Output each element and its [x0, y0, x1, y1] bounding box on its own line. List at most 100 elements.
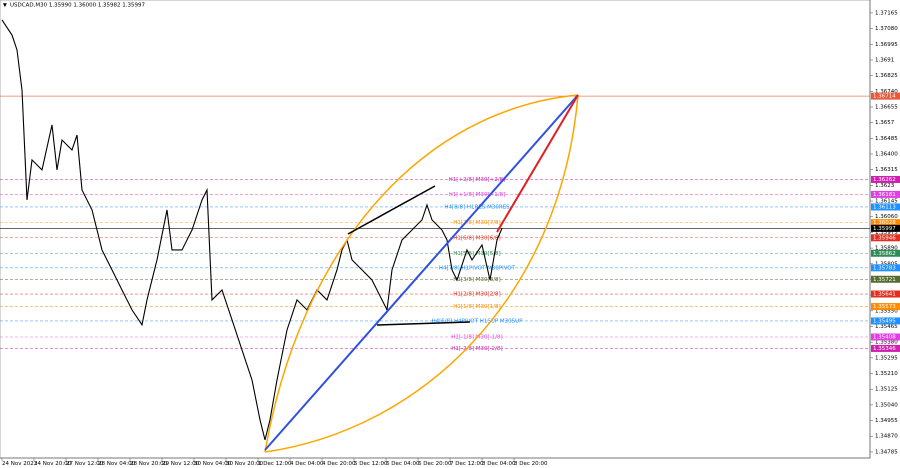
x-tick-label: 30 Nov 20:00	[226, 461, 264, 467]
x-tick-label: 5 Dec 12:00	[354, 461, 388, 467]
trend-line-black	[347, 185, 436, 235]
y-tick-label: 1.3691	[875, 57, 894, 63]
arc-lower	[264, 94, 579, 453]
price-tag	[871, 290, 900, 298]
y-tick-label: 1.35890	[875, 246, 898, 252]
price-tag	[871, 175, 900, 183]
x-tick-label: 24 Nov 2023	[2, 461, 38, 467]
level-label: H1[7/8] M30[7/8]	[453, 220, 500, 226]
y-tick-label: 1.36655	[875, 104, 898, 110]
x-tick-label: 4 Dec 20:00	[322, 461, 356, 467]
level-label: H1[2/8] M30[2/8]	[453, 292, 500, 298]
price-tags: 1.367141.362621.361811.361131.360281.359…	[871, 92, 900, 352]
level-label: H1[+1/8] M30[+1/8]	[449, 192, 506, 198]
drawings	[264, 94, 579, 453]
y-tick-label: 1.34870	[875, 434, 898, 440]
x-tick-label: 28 Nov 04:00	[98, 461, 136, 467]
trend-line-blue	[264, 94, 579, 451]
plot-area	[0, 0, 871, 459]
price-tag-label: 1.35862	[873, 251, 896, 257]
price-tag-label: 1.36113	[873, 204, 896, 210]
x-tick-label: 28 Nov 20:00	[130, 461, 168, 467]
level-label: H4[7/8] H1PIVOT M30PIVOT	[439, 265, 516, 271]
level-label: H1[5/8] M30[5/8]	[453, 251, 500, 257]
price-tag-label: 1.35783	[873, 265, 896, 271]
level-label: H4[8/8] H1RES M30RES	[444, 204, 510, 210]
y-tick-label: 1.3657	[875, 120, 895, 126]
y-tick-label: 1.36485	[875, 136, 898, 142]
x-tick-label: 8 Dec 04:00	[482, 461, 516, 467]
x-tick-label: 4 Dec 04:00	[290, 461, 324, 467]
x-tick-label: 8 Dec 20:00	[514, 461, 548, 467]
y-tick-label: 1.35210	[875, 371, 898, 377]
level-label: H4[6/8] H4PIVOT H1SUP M30SUP	[432, 318, 524, 324]
x-tick-label: 27 Nov 12:00	[66, 461, 104, 467]
x-tick-label: 7 Dec 12:00	[450, 461, 484, 467]
price-tag	[871, 317, 900, 325]
price-tag	[871, 344, 900, 352]
price-tag	[871, 264, 900, 272]
price-tag-label: 1.35573	[873, 304, 896, 310]
price-tag	[871, 234, 900, 242]
price-tag-label: 1.35997	[873, 226, 896, 232]
x-tick-label: 6 Dec 04:00	[386, 461, 420, 467]
x-tick-label: 30 Nov 04:00	[194, 461, 232, 467]
price-tag	[871, 333, 900, 341]
price-line	[1, 19, 503, 441]
price-tag-label: 1.35495	[873, 318, 896, 324]
y-tick-label: 1.36740	[875, 89, 898, 95]
arc-upper	[264, 94, 579, 453]
y-tick-label: 1.36315	[875, 167, 898, 173]
price-tag	[871, 249, 900, 257]
price-tag-label: 1.35721	[873, 277, 896, 283]
chart-title: USDCAD,M30 1.35990 1.36000 1.35982 1.359…	[10, 3, 146, 9]
price-tag	[871, 190, 900, 198]
level-label: H1[1/8] M30[1/8]	[453, 304, 500, 310]
y-tick-label: 1.35380	[875, 340, 898, 346]
price-tag	[871, 224, 900, 232]
y-tick-label: 1.36060	[875, 214, 898, 220]
trend-line-red	[496, 94, 579, 233]
price-tag	[871, 203, 900, 211]
price-tag	[871, 92, 900, 100]
collapse-arrow[interactable]: ▼	[3, 3, 7, 9]
y-tick-label: 1.35975	[875, 230, 898, 236]
trend-line-black	[376, 321, 471, 326]
price-tag-label: 1.35408	[873, 334, 896, 340]
y-tick-label: 1.3623	[875, 183, 895, 189]
y-tick-label: 1.35805	[875, 261, 898, 267]
y-tick-label: 1.36145	[875, 199, 898, 205]
price-tag-label: 1.35346	[873, 346, 896, 352]
price-tag	[871, 303, 900, 311]
y-tick-label: 1.35465	[875, 324, 898, 330]
x-tick-label: 1 Dec 12:00	[258, 461, 292, 467]
y-tick-label: 1.35550	[875, 308, 898, 314]
y-tick-label: 1.35040	[875, 402, 898, 408]
price-tag-label: 1.36714	[873, 94, 896, 100]
y-tick-label: 1.36825	[875, 73, 898, 79]
price-tag-label: 1.35946	[873, 235, 896, 241]
price-tag-label: 1.36262	[873, 177, 896, 183]
price-tag-label: 1.36181	[873, 192, 896, 198]
level-label: H1[-2/8] M30[-2/8]	[451, 346, 502, 352]
y-tick-label: 1.36995	[875, 42, 898, 48]
levels: H1[+2/8] M30[+2/8] H1[+1/8] M30[+1/8] H4[8…	[0, 95, 870, 352]
x-tick-label: 24 Nov 20:00	[34, 461, 72, 467]
level-label: H1[3/8] M30[3/8]	[453, 277, 500, 283]
x-tick-label: 29 Nov 12:00	[162, 461, 200, 467]
price-tag	[871, 275, 900, 283]
series	[1, 19, 503, 441]
y-tick-label: 1.35295	[875, 355, 898, 361]
level-label: H1[+2/8] M30[+2/8]	[449, 177, 506, 183]
price-tag	[871, 219, 900, 227]
x-tick-label: 6 Dec 20:00	[418, 461, 452, 467]
price-tag-label: 1.36028	[873, 220, 896, 226]
y-tick-label: 1.36400	[875, 152, 898, 158]
y-tick-label: 1.35125	[875, 387, 898, 393]
y-tick-label: 1.37080	[875, 26, 898, 32]
level-label: H1[6/8] M30[6/8]	[453, 235, 500, 241]
y-tick-label: 1.34785	[875, 449, 898, 455]
